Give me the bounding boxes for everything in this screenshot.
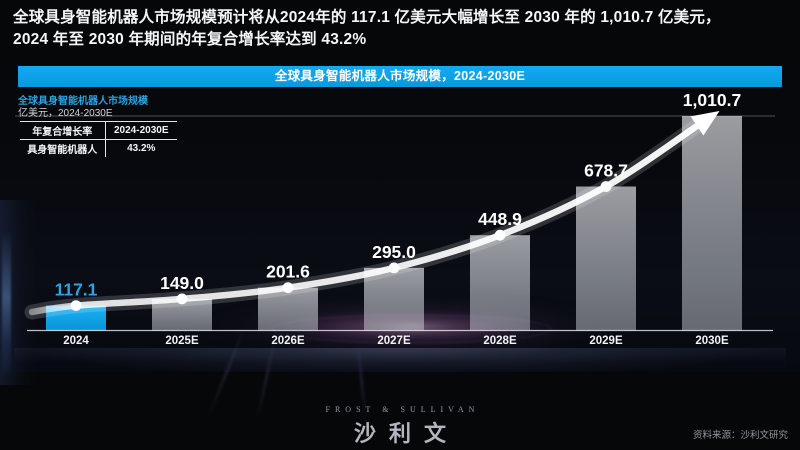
- cagr-header-metric: 年复合增长率: [32, 127, 93, 138]
- cagr-table-data-row: 具身智能机器人 43.2%: [20, 140, 177, 157]
- cagr-table-header-row: 年复合增长率 2024-2030E: [20, 122, 177, 140]
- cagr-row-label: 具身智能机器人: [27, 145, 98, 156]
- chart-title-bar: 全球具身智能机器人市场规模，2024-2030E: [18, 66, 782, 87]
- frost-sullivan-logo: FROST & SULLIVAN 沙利文: [0, 405, 800, 448]
- left-light-streak: [2, 230, 11, 380]
- source-note: 资料来源：沙利文研究: [692, 430, 788, 441]
- chart-title: 全球具身智能机器人市场规模，2024-2030E: [274, 69, 526, 83]
- cagr-table: 年复合增长率 2024-2030E 具身智能机器人 43.2%: [20, 121, 177, 157]
- galaxy-ring: [272, 314, 552, 344]
- chart-unit-label: 亿美元，2024-2030E: [18, 108, 113, 119]
- chart-subtitle: 全球具身智能机器人市场规模: [18, 96, 148, 107]
- headline-line2: 2024 年至 2030 年期间的年复合增长率达到 43.2%: [13, 30, 367, 48]
- cagr-row-value: 43.2%: [104, 140, 178, 157]
- headline-line1: 全球具身智能机器人市场规模预计将从2024年的 117.1 亿美元大幅增长至 2…: [13, 9, 721, 26]
- frost-sullivan-wordmark: FROST & SULLIVAN: [325, 405, 480, 414]
- horizon-band: [14, 348, 786, 372]
- headline: 全球具身智能机器人市场规模预计将从2024年的 117.1 亿美元大幅增长至 2…: [13, 7, 793, 50]
- cagr-header-period: 2024-2030E: [104, 122, 178, 139]
- shalaiwen-logotype: 沙利文: [353, 421, 459, 446]
